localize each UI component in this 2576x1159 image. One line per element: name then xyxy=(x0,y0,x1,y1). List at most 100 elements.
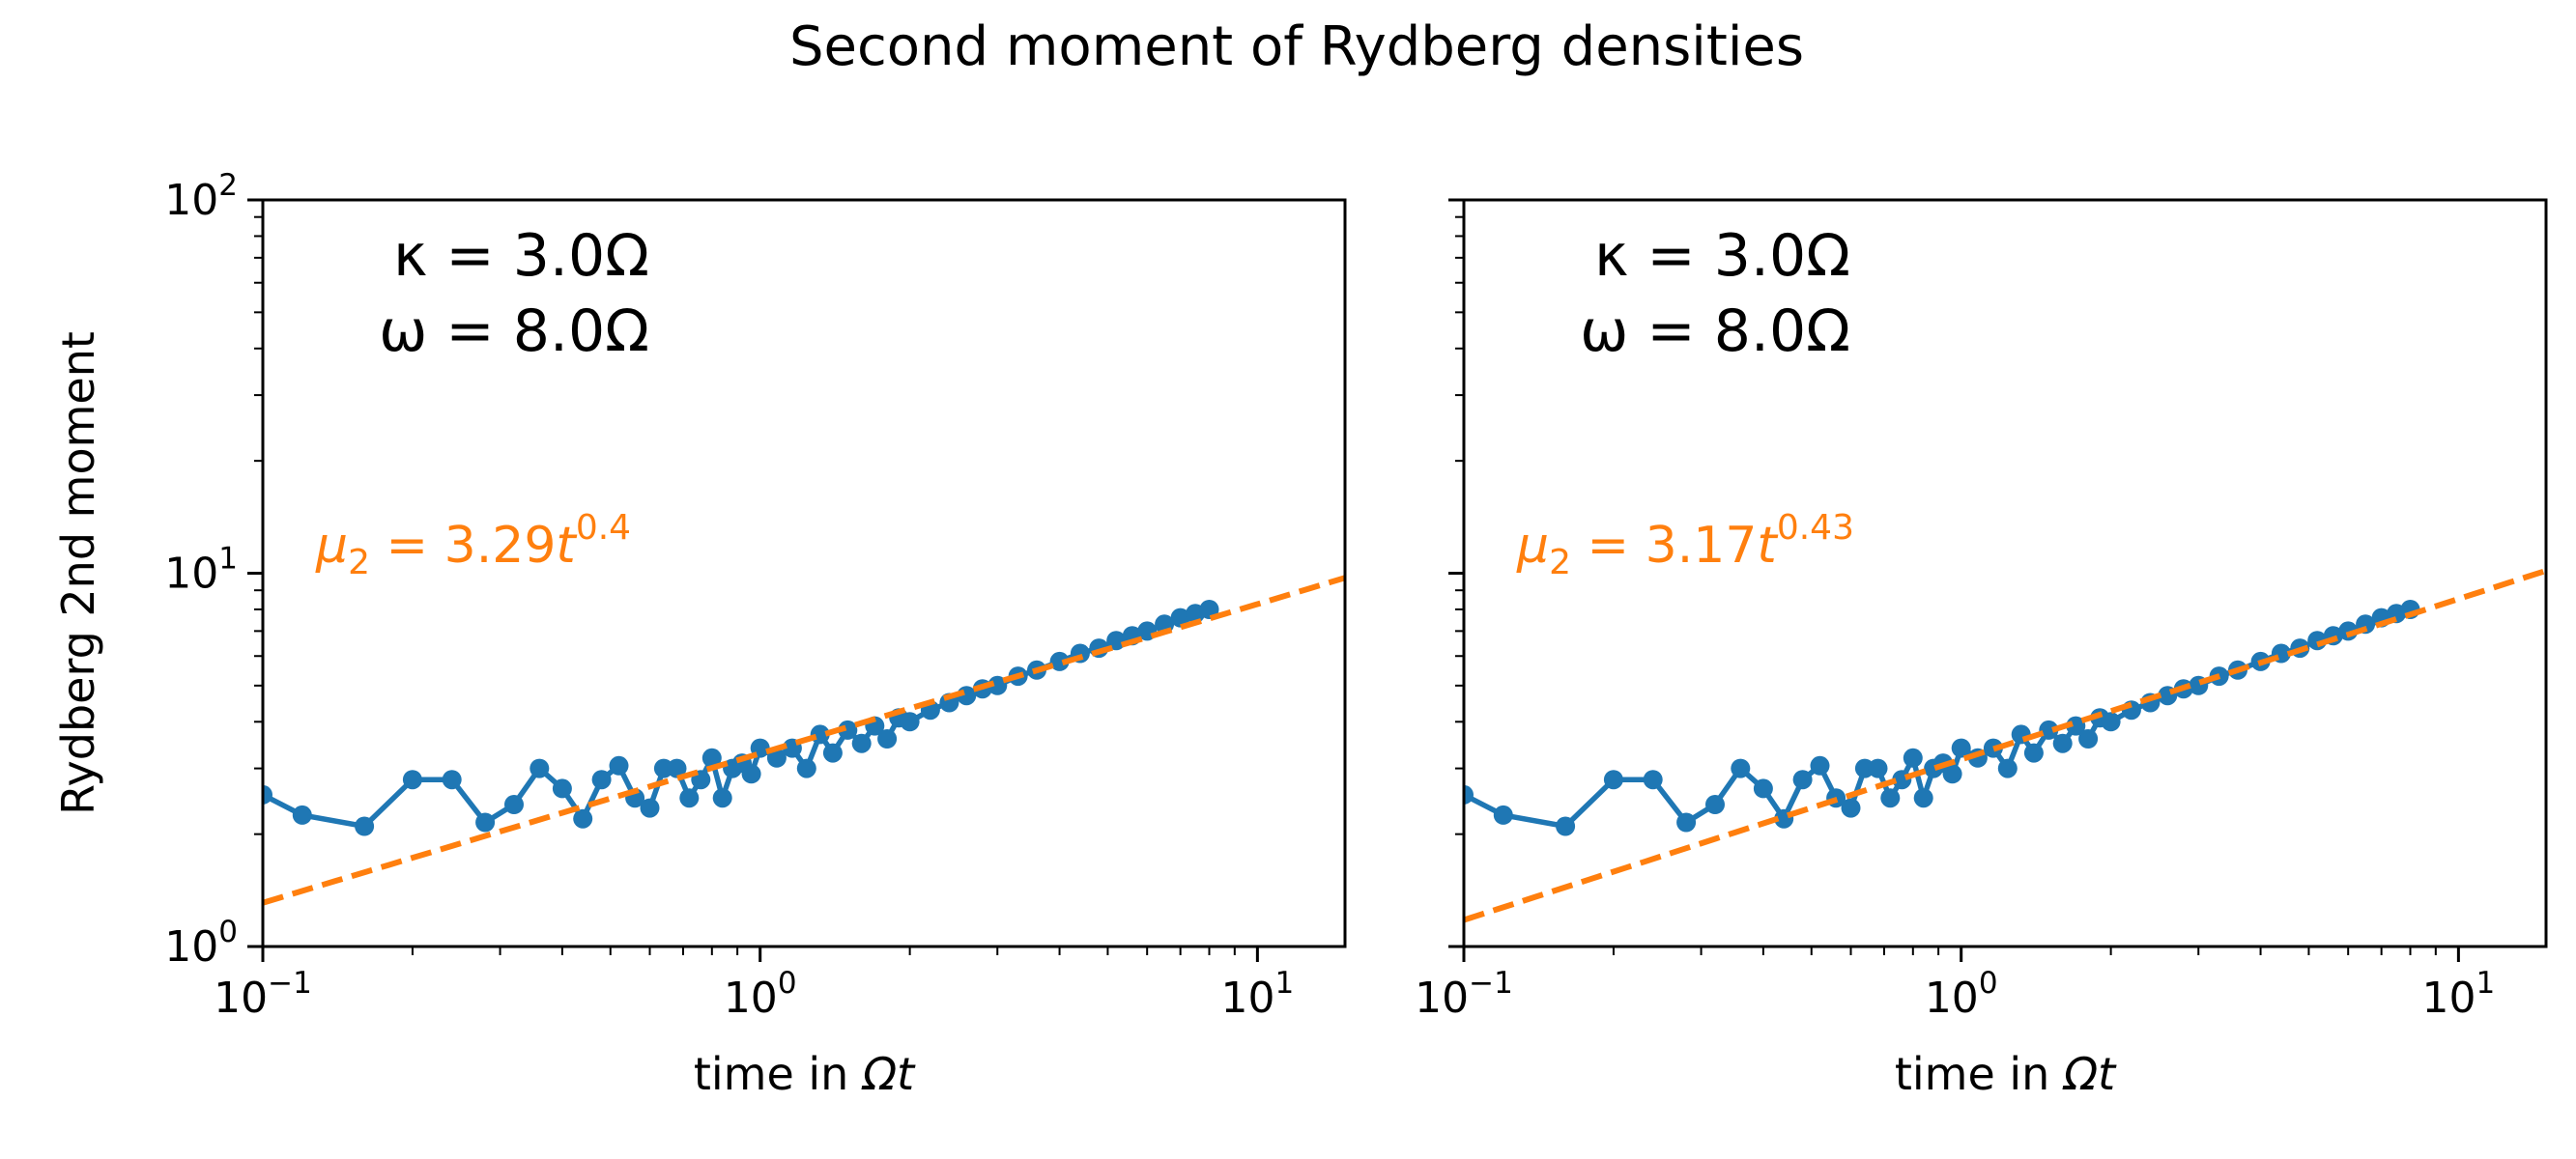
x-tick-base: 10 xyxy=(1415,974,1469,1023)
y-tick-base: 10 xyxy=(164,176,218,225)
data-point xyxy=(1997,758,2018,778)
data-point xyxy=(900,712,920,732)
y-tick-base: 10 xyxy=(164,922,218,972)
x-tick-label: 101 xyxy=(1221,966,1295,1023)
fit-label-subscript: 2 xyxy=(348,543,370,582)
fit-label-symbol: μ xyxy=(1516,517,1549,575)
data-point xyxy=(701,748,722,768)
data-point xyxy=(712,788,732,808)
fit-line xyxy=(1464,568,2546,923)
data-point xyxy=(609,755,629,776)
data-point xyxy=(1951,738,1971,758)
data-point xyxy=(796,758,816,778)
data-point xyxy=(355,816,375,836)
x-tick-base: 10 xyxy=(1221,974,1275,1023)
data-point xyxy=(1942,764,1962,784)
param-annotation: ω = 8.0Ω xyxy=(379,297,649,365)
data-point xyxy=(1903,748,1923,768)
data-point xyxy=(877,729,898,749)
data-point xyxy=(475,812,496,833)
data-point xyxy=(679,788,700,808)
x-tick-exponent: 1 xyxy=(2476,966,2496,1001)
x-tick-exponent: −1 xyxy=(268,966,312,1001)
data-point xyxy=(442,770,462,790)
data-point xyxy=(2101,712,2121,732)
data-point xyxy=(2078,729,2099,749)
x-tick-exponent: 1 xyxy=(1275,966,1295,1001)
x-axis-label: time in Ωt xyxy=(1895,1048,2117,1100)
fit-line xyxy=(263,575,1345,906)
data-point xyxy=(2011,724,2031,745)
data-point xyxy=(2023,743,2044,763)
data-point xyxy=(851,733,872,753)
data-point xyxy=(573,808,593,829)
data-point xyxy=(1493,805,1513,825)
x-axis-label-text: time in xyxy=(694,1048,863,1100)
data-point xyxy=(1841,798,1861,818)
fit-label: μ2 = 3.17t0.43 xyxy=(1516,508,1854,582)
y-tick-label: 101 xyxy=(164,542,238,599)
data-point xyxy=(822,743,843,763)
data-point xyxy=(667,758,687,778)
data-point xyxy=(1049,651,1070,671)
data-point xyxy=(741,764,761,784)
data-point xyxy=(766,748,787,768)
param-annotation: κ = 3.0Ω xyxy=(393,222,649,290)
x-axis-label: time in Ωt xyxy=(694,1048,916,1100)
data-point xyxy=(591,770,612,790)
data-point xyxy=(1880,788,1901,808)
y-tick-label: 102 xyxy=(164,168,238,225)
data-point xyxy=(1464,784,1474,805)
data-point xyxy=(1810,755,1830,776)
x-tick-exponent: 0 xyxy=(778,966,797,1001)
x-tick-base: 10 xyxy=(214,974,268,1023)
x-tick-base: 10 xyxy=(1925,974,1979,1023)
data-point xyxy=(530,758,550,778)
fit-label-subscript: 2 xyxy=(1549,543,1571,582)
x-tick-label: 101 xyxy=(2422,966,2496,1023)
data-point xyxy=(1753,778,1773,799)
data-point xyxy=(1705,795,1725,814)
x-tick-base: 10 xyxy=(2422,974,2476,1023)
fit-label-variable: t xyxy=(556,517,577,575)
fit-label: μ2 = 3.29t0.4 xyxy=(315,508,631,582)
x-tick-label: 10−1 xyxy=(1415,966,1513,1023)
y-tick-base: 10 xyxy=(164,550,218,599)
data-point xyxy=(1556,816,1576,836)
param-annotation: ω = 8.0Ω xyxy=(1580,297,1850,365)
fit-label-exponent: 0.43 xyxy=(1777,508,1854,548)
data-point xyxy=(292,805,312,825)
data-point xyxy=(1643,770,1663,790)
fit-label-coefficient: = 3.29 xyxy=(370,517,556,575)
data-point xyxy=(402,770,422,790)
data-point xyxy=(504,795,524,814)
y-axis-label: Rydberg 2nd moment xyxy=(52,331,104,815)
data-point xyxy=(1170,608,1190,628)
data-point xyxy=(838,720,858,740)
data-point xyxy=(2039,720,2059,740)
data-point xyxy=(1792,770,1813,790)
x-tick-exponent: −1 xyxy=(1469,966,1513,1001)
data-point xyxy=(1913,788,1933,808)
data-point xyxy=(640,798,660,818)
fit-label-symbol: μ xyxy=(315,517,348,575)
param-annotation: κ = 3.0Ω xyxy=(1594,222,1850,290)
x-axis-label-math: Ωt xyxy=(2062,1048,2117,1100)
y-tick-label: 100 xyxy=(164,915,238,972)
x-tick-label: 100 xyxy=(724,966,797,1023)
data-point xyxy=(1868,758,1888,778)
data-point xyxy=(2121,700,2141,721)
fit-label-exponent: 0.4 xyxy=(576,508,631,548)
x-axis-label-text: time in xyxy=(1895,1048,2064,1100)
data-point xyxy=(2052,733,2073,753)
data-point xyxy=(552,778,572,799)
x-tick-base: 10 xyxy=(724,974,778,1023)
y-tick-exponent: 0 xyxy=(218,915,238,949)
figure-title: Second moment of Rydberg densities xyxy=(789,15,1804,78)
x-tick-label: 10−1 xyxy=(214,966,312,1023)
x-tick-exponent: 0 xyxy=(1979,966,1998,1001)
y-tick-exponent: 1 xyxy=(218,542,238,577)
